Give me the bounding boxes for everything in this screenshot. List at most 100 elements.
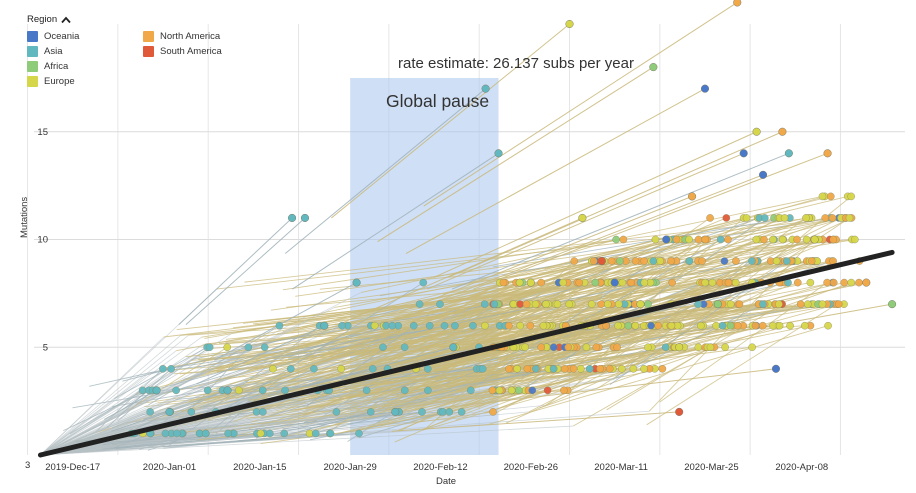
sample-point (543, 386, 552, 395)
sample-point (537, 343, 545, 352)
branch-line (136, 325, 375, 395)
sample-point (265, 429, 274, 438)
sample-point (694, 343, 703, 352)
sample-point (706, 343, 715, 352)
sample-point (739, 149, 748, 158)
sample-point (720, 257, 729, 265)
branch-line (377, 66, 654, 243)
sample-point (553, 300, 562, 308)
branch-line (282, 239, 624, 291)
branch-line (162, 433, 360, 448)
sample-point (656, 257, 665, 265)
rate-estimate-label: rate estimate: 26.137 subs per year (398, 55, 634, 72)
x-tick-label: 2020-Jan-15 (233, 462, 286, 473)
sample-point (629, 364, 638, 373)
legend-item-africa[interactable]: Africa (27, 59, 143, 74)
sample-point (466, 386, 475, 395)
sample-point (549, 343, 558, 352)
sample-point (636, 300, 645, 309)
branch-line (135, 325, 393, 396)
branch-line (235, 411, 396, 432)
sample-point (596, 364, 604, 373)
branch-line (40, 394, 202, 456)
branch-line (298, 411, 371, 433)
sample-point (716, 235, 725, 244)
sample-point (505, 321, 513, 330)
branch-line (385, 346, 569, 410)
branch-line (163, 433, 316, 449)
sample-point (569, 364, 578, 373)
sample-point (718, 321, 727, 330)
x-tick-label: 2020-Apr-08 (775, 462, 828, 473)
branch-line (477, 282, 726, 347)
sample-point (281, 386, 289, 395)
sample-point (537, 278, 546, 287)
y-tick-label: 5 (43, 342, 48, 353)
legend-toggle[interactable]: Region (27, 14, 253, 25)
branch-line (115, 433, 270, 450)
sample-point (793, 278, 802, 287)
sample-point (488, 386, 497, 395)
sample-point (675, 343, 684, 352)
sample-point (851, 235, 859, 244)
sample-point (624, 321, 633, 330)
branch-line (183, 346, 547, 424)
sample-point (597, 300, 606, 308)
branch-line (284, 88, 486, 254)
sample-point (802, 235, 811, 244)
y-tick-label: 3 (25, 460, 30, 471)
sample-point (724, 235, 732, 244)
branch-line (306, 239, 683, 317)
legend-item-north-america[interactable]: North America (143, 29, 253, 44)
legend-item-asia[interactable]: Asia (27, 44, 143, 59)
legend-item-oceania[interactable]: Oceania (27, 29, 143, 44)
branch-line (488, 325, 829, 425)
sample-point (829, 278, 838, 287)
sample-point (161, 429, 170, 438)
branch-line (349, 260, 602, 349)
branch-line (444, 368, 777, 409)
sample-point (759, 170, 768, 179)
branch-line (161, 325, 456, 370)
sample-point (528, 386, 537, 395)
sample-point (807, 257, 816, 265)
branch-line (372, 303, 570, 414)
legend-item-label: Europe (44, 76, 75, 87)
branch-line (40, 342, 388, 456)
sample-point (165, 407, 174, 416)
sample-point (823, 149, 832, 158)
sample-point (332, 408, 341, 416)
legend-item-europe[interactable]: Europe (27, 74, 143, 89)
sample-point (662, 235, 671, 244)
branch-line (373, 368, 554, 404)
sample-point (526, 321, 535, 330)
sample-point (400, 386, 409, 395)
sample-point (379, 343, 387, 352)
branch-line (434, 131, 757, 278)
sample-point (187, 408, 196, 416)
sample-point (259, 408, 267, 416)
legend-item-south-america[interactable]: South America (143, 44, 253, 59)
sample-point (564, 343, 573, 352)
sample-point (806, 278, 815, 287)
branch-line (161, 368, 274, 395)
sample-point (585, 364, 594, 373)
sample-point (667, 321, 676, 330)
sample-point (522, 300, 531, 308)
sample-point (661, 343, 670, 352)
sample-point (260, 343, 269, 352)
branch-line (40, 344, 204, 456)
sample-point (300, 213, 310, 222)
sample-point (640, 278, 649, 287)
sample-point (775, 321, 784, 330)
sample-point (802, 214, 810, 222)
sample-point (654, 321, 663, 330)
sample-point (223, 386, 232, 395)
branch-line (232, 260, 755, 329)
sample-point (796, 300, 805, 308)
sample-point (352, 278, 361, 287)
sample-point (275, 321, 284, 330)
sample-point (627, 278, 635, 287)
sample-point (845, 214, 854, 222)
chevron-up-icon (61, 16, 71, 23)
